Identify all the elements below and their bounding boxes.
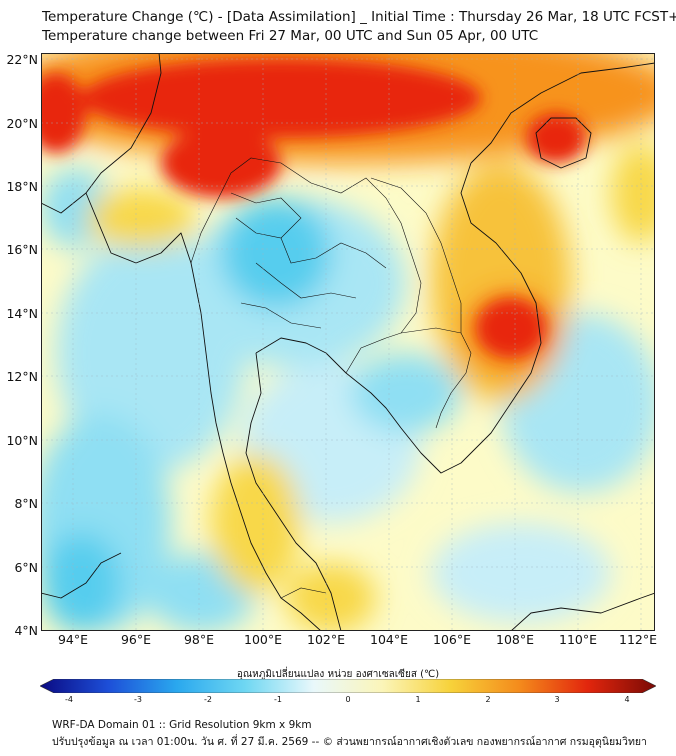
lon-label-106: 106°E — [432, 632, 472, 647]
provinces-north — [230, 192, 387, 329]
lat-label-16: 16°N — [6, 242, 38, 257]
colorbar-title: อุณหภูมิเปลี่ยนแปลง หน่วย องศาเซลเซียส (… — [236, 669, 440, 680]
footer-model-info: WRF-DA Domain 01 :: Grid Resolution 9km … — [52, 719, 312, 731]
coast-myanmar-west — [41, 53, 162, 214]
lat-label-4: 4°N — [14, 623, 38, 638]
coast-thailand-gulf — [230, 482, 322, 631]
lon-label-108: 108°E — [495, 632, 535, 647]
coast-north-vietnam — [470, 62, 655, 164]
colorbar-tick-0: 0 — [345, 695, 351, 704]
hot-core-north — [81, 58, 481, 138]
lon-label-104: 104°E — [369, 632, 409, 647]
borders — [190, 157, 472, 599]
warm-region-southeast — [286, 563, 376, 631]
cool-region-cambodia — [351, 353, 461, 433]
lon-label-110: 110°E — [558, 632, 598, 647]
anomaly-hot-cores — [41, 58, 586, 358]
map-border — [41, 53, 655, 631]
lat-label-14: 14°N — [6, 306, 38, 321]
lon-label-96: 96°E — [120, 632, 152, 647]
hot-core-east — [476, 298, 546, 358]
lat-label-10: 10°N — [6, 433, 38, 448]
lat-label-8: 8°N — [14, 496, 38, 511]
colorbar-tick-1: 1 — [415, 695, 421, 704]
colorbar-tick-minus2: -2 — [204, 695, 212, 704]
colorbar-tick-3: 3 — [554, 695, 560, 704]
warm-region-myanmar — [86, 188, 196, 248]
colorbar-tick-minus1: -1 — [274, 695, 282, 704]
cool-region-south — [431, 523, 611, 623]
hot-core-laos — [161, 128, 281, 198]
lat-label-18: 18°N — [6, 179, 38, 194]
hot-core-hainan — [526, 113, 586, 163]
warm-region-east-edge — [611, 143, 655, 243]
temperature-change-map — [41, 53, 655, 631]
chart-title: Temperature Change (℃) - [Data Assimilat… — [42, 9, 676, 25]
lon-label-94: 94°E — [57, 632, 89, 647]
coast-hainan — [535, 117, 592, 169]
colorbar — [40, 679, 656, 693]
hot-core-west — [41, 73, 86, 153]
lat-label-20: 20°N — [6, 116, 38, 131]
graticule — [41, 53, 655, 631]
cool-region-west-sea-core — [41, 533, 121, 631]
cool-region-central-core — [221, 198, 331, 308]
border-cambodia-vietnam — [435, 332, 472, 429]
coast-cambodia-vietnam — [400, 162, 542, 474]
coastlines — [41, 53, 655, 631]
colorbar-bar — [40, 679, 656, 693]
colorbar-tick-2: 2 — [485, 695, 491, 704]
lat-label-22: 22°N — [6, 52, 38, 67]
coast-peninsula-east — [245, 352, 342, 631]
chart-subtitle: Temperature change between Fri 27 Mar, 0… — [42, 28, 539, 44]
lon-label-98: 98°E — [183, 632, 215, 647]
lon-label-112: 112°E — [618, 632, 658, 647]
border-thailand-laos — [310, 177, 422, 334]
border-thailand-myanmar — [190, 157, 312, 264]
lat-label-12: 12°N — [6, 369, 38, 384]
colorbar-tick-minus4: -4 — [65, 695, 73, 704]
border-malaysia — [280, 587, 327, 599]
coast-borneo — [510, 592, 655, 631]
coast-myanmar-south — [85, 192, 232, 484]
border-thailand-cambodia — [345, 327, 462, 374]
coast-sumatra — [41, 552, 122, 599]
colorbar-tick-4: 4 — [624, 695, 630, 704]
coast-gulf-north — [255, 337, 402, 429]
colorbar-tick-minus3: -3 — [134, 695, 142, 704]
footer-update-info: ปรับปรุงข้อมูล ณ เวลา 01:00น. วัน ศ. ที่… — [52, 736, 647, 748]
lon-label-100: 100°E — [243, 632, 283, 647]
lat-label-6: 6°N — [14, 560, 38, 575]
border-laos-vietnam — [370, 177, 462, 333]
lon-label-102: 102°E — [306, 632, 346, 647]
warm-region-peninsula — [211, 453, 301, 593]
